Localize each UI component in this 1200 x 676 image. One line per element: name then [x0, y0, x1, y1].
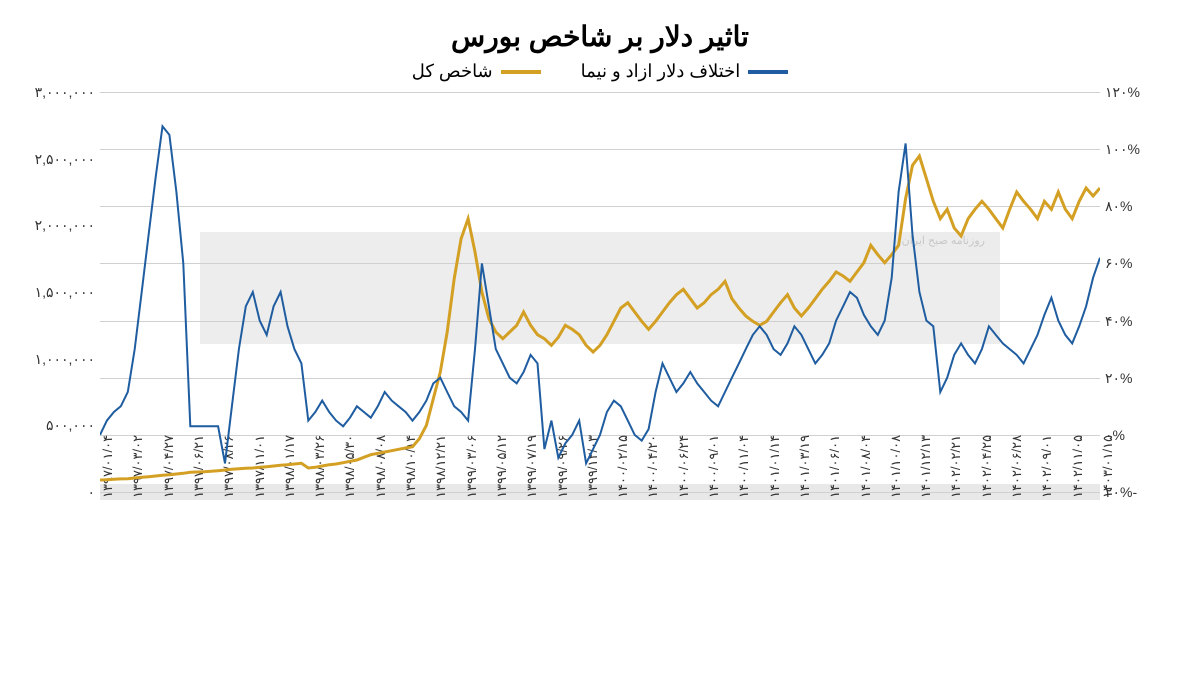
chart-container: تاثیر دلار بر شاخص بورس اختلاف دلار ازاد… — [20, 20, 1180, 656]
y-left-tick: ۱,۵۰۰,۰۰۰ — [20, 284, 95, 301]
x-axis: ۱۳۹۷/۰۱/۰۴۱۳۹۷/۰۳/۰۲۱۳۹۷/۰۴/۲۷۱۳۹۷/۰۶/۲۱… — [100, 492, 1100, 632]
y-left-tick: ۵۰۰,۰۰۰ — [20, 417, 95, 434]
legend-label-yellow: شاخص کل — [412, 61, 493, 82]
y-axis-left: ۰۵۰۰,۰۰۰۱,۰۰۰,۰۰۰۱,۵۰۰,۰۰۰۲,۰۰۰,۰۰۰۲,۵۰۰… — [20, 92, 95, 492]
legend-item-blue: اختلاف دلار ازاد و نیما — [581, 61, 789, 82]
y-axis-right: -۲۰%۰%۲۰%۴۰%۶۰%۸۰%۱۰۰%۱۲۰% — [1105, 92, 1160, 492]
y-left-tick: ۱,۰۰۰,۰۰۰ — [20, 351, 95, 368]
legend-swatch-blue — [748, 70, 788, 74]
series-blue-line — [100, 126, 1100, 463]
legend-item-yellow: شاخص کل — [412, 61, 541, 82]
y-right-tick: ۴۰% — [1105, 313, 1160, 330]
plot-area: روزنامه صبح ایران ۰۵۰۰,۰۰۰۱,۰۰۰,۰۰۰۱,۵۰۰… — [100, 92, 1100, 492]
y-left-tick: ۳,۰۰۰,۰۰۰ — [20, 84, 95, 101]
y-left-tick: ۲,۵۰۰,۰۰۰ — [20, 151, 95, 168]
y-right-tick: ۱۰۰% — [1105, 141, 1160, 158]
y-right-tick: ۱۲۰% — [1105, 84, 1160, 101]
x-tick: ۱۴۰۳/۰۱/۱۵ — [1100, 435, 1116, 498]
y-right-tick: ۶۰% — [1105, 255, 1160, 272]
y-right-tick: ۲۰% — [1105, 370, 1160, 387]
legend-swatch-yellow — [501, 70, 541, 74]
y-left-tick: ۰ — [20, 484, 95, 501]
y-right-tick: ۸۰% — [1105, 198, 1160, 215]
legend-label-blue: اختلاف دلار ازاد و نیما — [581, 61, 741, 82]
chart-title: تاثیر دلار بر شاخص بورس — [20, 20, 1180, 53]
series-yellow-line — [100, 156, 1100, 480]
line-svg — [100, 92, 1100, 492]
y-left-tick: ۲,۰۰۰,۰۰۰ — [20, 217, 95, 234]
legend: اختلاف دلار ازاد و نیما شاخص کل — [20, 61, 1180, 82]
